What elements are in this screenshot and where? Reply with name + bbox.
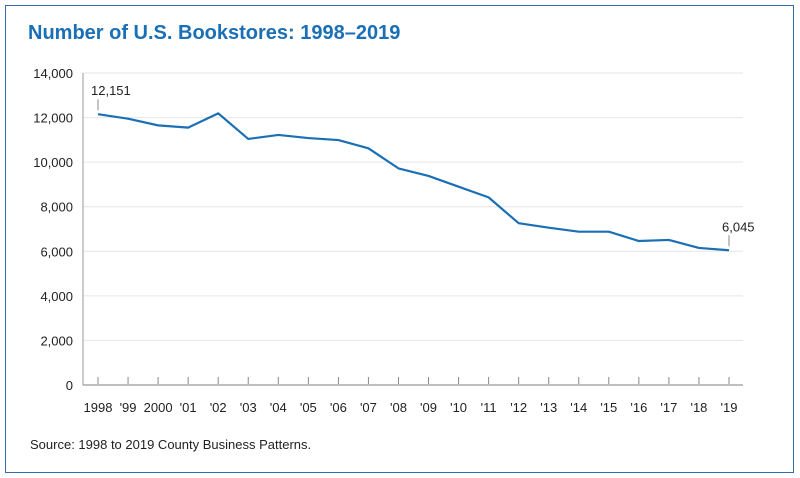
x-tick-label: '10	[450, 400, 467, 415]
x-tick-label: '04	[270, 400, 287, 415]
y-tick-label: 4,000	[40, 289, 73, 304]
series-line	[97, 112, 730, 252]
x-tick-label: '05	[300, 400, 317, 415]
x-tick-label: '15	[600, 400, 617, 415]
y-tick-label: 10,000	[33, 155, 73, 170]
data-label: 12,151	[91, 83, 131, 98]
source-note: Source: 1998 to 2019 County Business Pat…	[30, 437, 312, 452]
x-tick-label: '12	[510, 400, 527, 415]
y-tick-label: 2,000	[40, 333, 73, 348]
x-tick-label: '06	[330, 400, 347, 415]
x-tick-label: '03	[240, 400, 257, 415]
x-tick-label: '14	[570, 400, 587, 415]
y-tick-label: 14,000	[33, 66, 73, 81]
y-tick-label: 8,000	[40, 200, 73, 215]
x-tick-label: '13	[540, 400, 557, 415]
x-tick-label: 1998	[84, 400, 113, 415]
x-tick-label: '11	[481, 400, 497, 415]
x-tick-label: '99	[120, 400, 137, 415]
x-tick-label: 2000	[144, 400, 173, 415]
x-tick-label: '16	[630, 400, 647, 415]
x-tick-label: '02	[210, 400, 227, 415]
x-tick-label: '17	[660, 400, 677, 415]
x-tick-label: '18	[690, 400, 707, 415]
data-label: 6,045	[722, 219, 755, 234]
x-tick-label: '19	[721, 400, 738, 415]
x-tick-label: '07	[360, 400, 377, 415]
chart-title: Number of U.S. Bookstores: 1998–2019	[28, 22, 401, 44]
y-tick-label: 0	[66, 378, 73, 393]
x-tick-label: '08	[390, 400, 407, 415]
chart-frame	[5, 5, 794, 473]
y-tick-label: 12,000	[33, 111, 73, 126]
x-tick-label: '01	[180, 400, 197, 415]
x-tick-label: '09	[420, 400, 437, 415]
y-tick-label: 6,000	[40, 244, 73, 259]
